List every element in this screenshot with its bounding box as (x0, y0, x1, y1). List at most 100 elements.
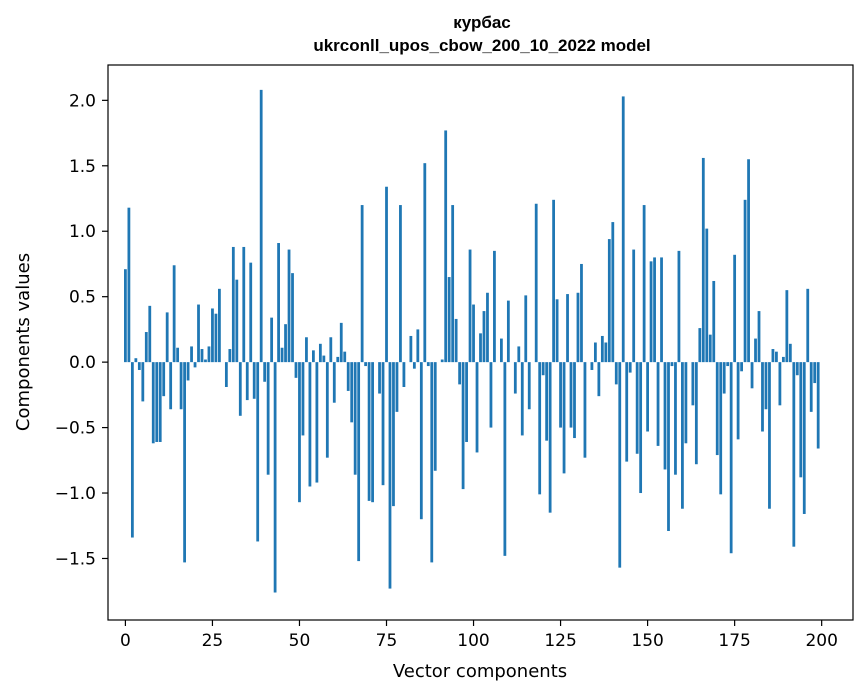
bar-123 (552, 199, 555, 363)
bar-176 (736, 362, 740, 440)
y-tick-label: −1.5 (55, 549, 96, 569)
bar-36 (249, 262, 253, 363)
chart-title-line2: ukrconll_upos_cbow_200_10_2022 model (313, 36, 650, 55)
bar-21 (197, 304, 200, 363)
bar-165 (698, 328, 702, 363)
bar-155 (663, 362, 667, 470)
bar-57 (322, 355, 326, 363)
bar-172 (722, 362, 726, 394)
x-tick-label: 50 (289, 631, 311, 651)
bar-197 (809, 362, 813, 412)
bar-20 (193, 362, 197, 368)
bar-4 (137, 362, 141, 370)
bar-198 (813, 362, 817, 384)
x-axis-label: Vector components (393, 661, 567, 682)
bar-102 (479, 333, 482, 363)
bar-179 (747, 159, 750, 363)
bar-148 (639, 362, 643, 494)
bar-24 (207, 346, 211, 363)
bar-62 (339, 322, 343, 363)
bar-91 (440, 359, 444, 363)
bar-61 (336, 356, 340, 363)
bar-0 (124, 269, 127, 363)
bar-139 (607, 239, 611, 363)
bar-45 (280, 347, 284, 363)
bar-118 (534, 203, 538, 363)
bar-39 (259, 89, 263, 363)
bar-38 (256, 362, 260, 542)
x-tick-label: 25 (202, 631, 224, 651)
bar-23 (204, 359, 207, 363)
bar-13 (169, 362, 173, 410)
bar-53 (308, 362, 312, 487)
bar-29 (224, 362, 228, 387)
bar-137 (600, 335, 604, 363)
bar-85 (419, 362, 423, 520)
y-axis-ticks: −1.5 −1.0 −0.5 0.0 0.5 1.0 1.5 2.0 (55, 91, 108, 569)
bar-164 (694, 362, 698, 465)
bar-157 (670, 362, 674, 367)
chart-title-line1: курбас (453, 13, 511, 32)
bar-80 (402, 362, 406, 387)
bar-163 (691, 362, 695, 406)
bar-147 (635, 362, 639, 454)
bar-174 (729, 362, 733, 554)
bar-150 (646, 362, 649, 432)
bar-171 (719, 362, 723, 495)
bar-166 (701, 157, 705, 363)
bar-22 (200, 349, 204, 363)
bar-153 (656, 362, 660, 446)
bar-50 (298, 362, 301, 503)
bar-78 (395, 362, 399, 412)
bar-92 (444, 130, 448, 363)
bar-130 (576, 292, 580, 363)
bar-14 (172, 265, 176, 363)
bar-140 (611, 222, 615, 363)
bar-25 (211, 308, 214, 363)
bar-121 (545, 362, 549, 441)
bar-87 (426, 362, 430, 367)
bar-110 (506, 300, 510, 363)
bar-120 (541, 362, 545, 376)
bar-196 (806, 288, 810, 363)
bar-169 (712, 280, 716, 363)
bar-27 (218, 288, 221, 363)
bar-114 (520, 362, 524, 436)
bar-40 (263, 362, 267, 382)
bar-138 (604, 342, 608, 363)
bar-135 (593, 342, 597, 363)
bar-31 (231, 246, 235, 363)
bar-189 (781, 356, 785, 363)
bar-41 (266, 362, 270, 475)
bar-188 (778, 362, 782, 406)
bar-75 (385, 186, 388, 363)
bar-70 (367, 362, 371, 501)
bar-34 (242, 246, 246, 363)
bar-65 (350, 362, 354, 423)
bar-series (124, 89, 820, 593)
bar-109 (503, 362, 507, 556)
bar-32 (235, 279, 239, 363)
x-tick-label: 75 (376, 631, 398, 651)
bar-83 (412, 362, 416, 369)
bar-136 (597, 362, 601, 397)
bar-18 (186, 362, 190, 381)
bar-2 (130, 362, 134, 538)
bar-187 (775, 351, 778, 363)
y-tick-label: 1.5 (69, 157, 96, 177)
bar-47 (287, 249, 291, 363)
bar-94 (451, 205, 455, 363)
x-axis-ticks: 0 25 50 75 100 125 150 175 200 (120, 620, 838, 651)
bar-183 (761, 362, 764, 432)
bar-132 (583, 362, 587, 458)
bar-146 (632, 249, 636, 363)
bar-44 (277, 243, 280, 363)
bar-193 (795, 362, 799, 376)
bar-156 (667, 362, 670, 531)
bar-161 (684, 362, 688, 444)
bar-35 (245, 362, 249, 401)
bar-158 (674, 362, 677, 475)
bar-7 (148, 305, 152, 363)
bar-185 (768, 362, 771, 509)
